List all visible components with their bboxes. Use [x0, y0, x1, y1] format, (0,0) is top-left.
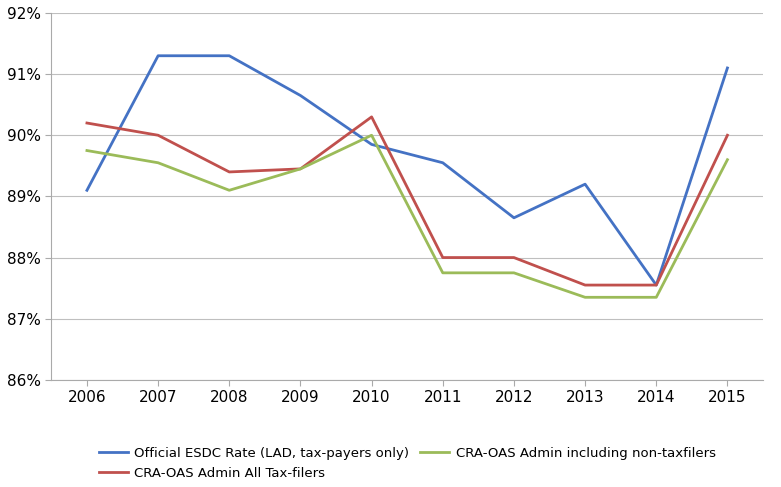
Legend: Official ESDC Rate (LAD, tax-payers only), CRA-OAS Admin All Tax-filers, CRA-OAS: Official ESDC Rate (LAD, tax-payers only…	[94, 442, 721, 486]
